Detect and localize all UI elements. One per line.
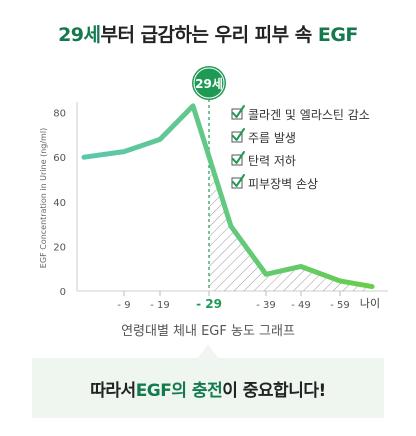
page-title: 29세부터 급감하는 우리 피부 속 EGF (0, 20, 416, 47)
symptom-label: 주름 발생 (248, 131, 296, 145)
symptom-item: 주름 발생 (231, 128, 296, 145)
checkbox-icon (231, 131, 243, 143)
banner-highlight: EGF의 충전 (135, 380, 223, 401)
x-axis-end-label: 나이 (360, 297, 380, 310)
egf-line-chart: 0 20 40 60 80 EGF Concentration in Urine (ng… (39, 66, 388, 311)
checkmark-icon (232, 151, 245, 164)
banner-text-2: 이 중요합니다! (222, 380, 326, 401)
checkmark-icon (232, 174, 245, 187)
symptom-label: 콜라겐 및 엘라스틴 감소 (248, 108, 370, 122)
age-29-badge: 29세 (192, 66, 226, 100)
y-tick-labels: 0 20 40 60 80 (53, 109, 66, 298)
x-tick-label: - 59 (330, 300, 350, 311)
age-29-badge-label: 29세 (195, 76, 223, 91)
x-tick-labels: - 9 - 19 - 29 - 39 - 49 - 59 (117, 297, 349, 311)
checkbox-icon (231, 177, 243, 189)
chart-caption: 연령대별 체내 EGF 농도 그래프 (121, 324, 295, 339)
symptom-label: 피부장벽 손상 (248, 177, 318, 191)
y-tick-label-60: 60 (53, 153, 66, 164)
title-age-highlight: 29세 (58, 24, 101, 46)
symptom-item: 피부장벽 손상 (231, 174, 318, 191)
checkbox-icon (231, 108, 243, 120)
decline-hatched-area (209, 156, 372, 291)
x-tick-label: - 29 (196, 297, 222, 311)
banner-text-1: 따라서 (90, 380, 136, 401)
x-tick-marks (123, 291, 341, 296)
checkmark-icon (232, 105, 245, 118)
egf-series-line (81, 103, 375, 290)
title-text: 부터 급감하는 우리 피부 속 (100, 24, 318, 46)
x-tick-label: - 49 (291, 300, 311, 311)
symptom-item: 탄력 저하 (231, 151, 296, 168)
conclusion-banner: 따라서 EGF의 충전 이 중요합니다! (32, 358, 384, 418)
x-tick-label: - 39 (256, 300, 276, 311)
x-tick-label: - 9 (117, 300, 130, 311)
checkmark-icon (232, 128, 245, 141)
x-tick-label: - 19 (150, 300, 170, 311)
y-tick-label-20: 20 (53, 242, 66, 253)
symptom-item: 콜라겐 및 엘라스틴 감소 (231, 105, 370, 122)
symptom-label: 탄력 저하 (248, 154, 296, 168)
egf-series (81, 103, 375, 290)
title-egf-highlight: EGF (317, 24, 359, 46)
y-tick-label-0: 0 (60, 287, 66, 298)
banner-notch (198, 344, 218, 358)
y-tick-label-80: 80 (53, 109, 66, 120)
y-axis-label: EGF Concentration in Urine (ng/ml) (39, 128, 48, 268)
y-tick-label-40: 40 (53, 198, 66, 209)
checkbox-icon (231, 154, 243, 166)
